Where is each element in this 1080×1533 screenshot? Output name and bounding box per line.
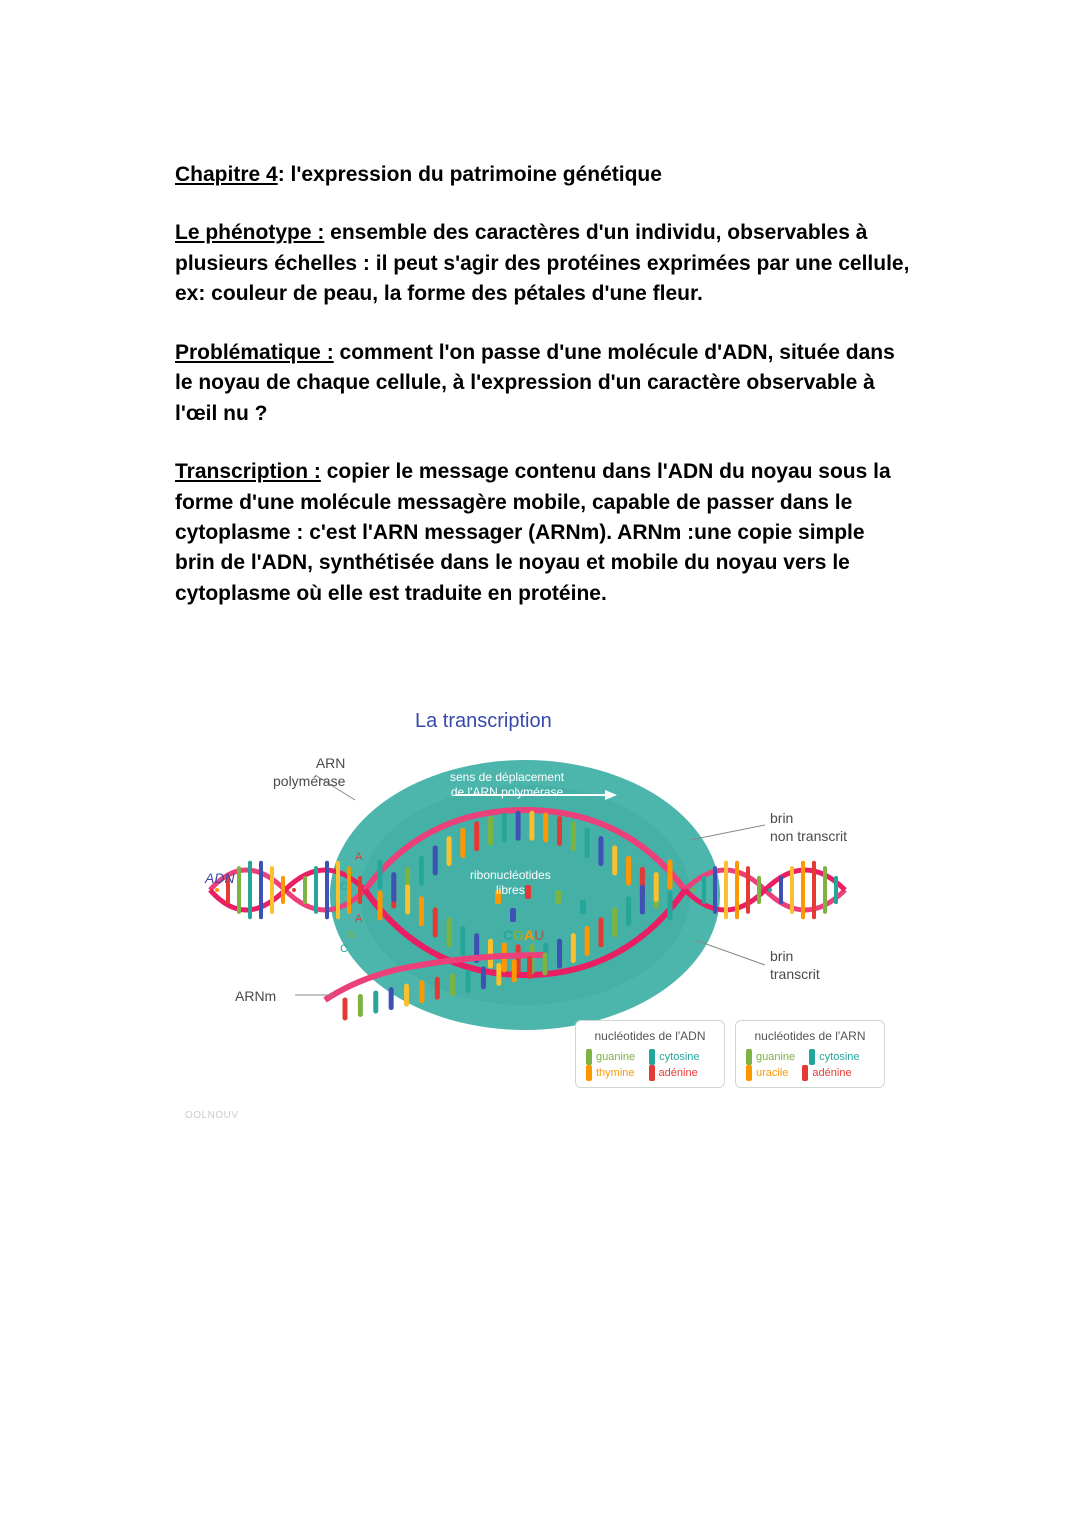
color-swatch: [809, 1049, 815, 1065]
legend-arn: nucléotides de l'ARN guanine cytosine urac…: [735, 1020, 885, 1088]
legend-arn-title: nucléotides de l'ARN: [746, 1029, 874, 1043]
base-letter: T: [345, 896, 352, 908]
problematique-label: Problématique :: [175, 341, 334, 364]
diagram-title: La transcription: [415, 710, 552, 733]
legend-item: adénine: [802, 1065, 851, 1081]
chapter-title: Chapitre 4: l'expression du patrimoine g…: [175, 160, 910, 190]
title-rest: : l'expression du patrimoine génétique: [278, 163, 662, 186]
base-letter: G: [347, 929, 356, 941]
label-brin-transcrit: brin transcrit: [770, 948, 820, 983]
label-sens-deplacement: sens de déplacement de l'ARN polymérase: [450, 770, 564, 800]
legend-label: adénine: [659, 1067, 698, 1079]
base-letter: C: [340, 943, 348, 955]
base-letter: A: [355, 851, 363, 863]
base-letter: C: [340, 881, 348, 893]
transcription-diagram: La transcription: [205, 710, 875, 1150]
legend-item: cytosine: [809, 1049, 859, 1065]
legend-label: guanine: [596, 1051, 635, 1063]
paragraph-problematique: Problématique : comment l'on passe d'une…: [175, 338, 910, 429]
paragraph-transcription: Transcription : copier le message conten…: [175, 457, 910, 609]
legend-label: thymine: [596, 1067, 635, 1079]
transcription-label: Transcription :: [175, 460, 321, 483]
legend-item: guanine: [746, 1049, 795, 1065]
legend-item: cytosine: [649, 1049, 699, 1065]
cgau-text: CGAU: [503, 927, 544, 943]
legend-item: guanine: [586, 1049, 635, 1065]
color-swatch: [746, 1065, 752, 1081]
watermark: OOLNOUV: [185, 1110, 239, 1121]
legend-item: uracile: [746, 1065, 788, 1081]
leader-brin-nt: [690, 825, 765, 840]
color-swatch: [802, 1065, 808, 1081]
base-letter: G: [345, 866, 354, 878]
legend-adn-title: nucléotides de l'ADN: [586, 1029, 714, 1043]
label-arn-polymerase: ARN polymérase: [273, 755, 345, 790]
label-ribonucleotides: ribonucléotides libres: [470, 868, 551, 898]
color-swatch: [746, 1049, 752, 1065]
paragraph-phenotype: Le phénotype : ensemble des caractères d…: [175, 218, 910, 309]
label-arnm: ARNm: [235, 988, 276, 1006]
color-swatch: [586, 1049, 592, 1065]
color-swatch: [586, 1065, 592, 1081]
legend-label: uracile: [756, 1067, 788, 1079]
label-adn: ADN: [205, 870, 235, 888]
legend-adn: nucléotides de l'ADN guanine cytosine thym…: [575, 1020, 725, 1088]
legend-label: cytosine: [659, 1051, 699, 1063]
legend-item: thymine: [586, 1065, 635, 1081]
base-letter: A: [355, 913, 363, 925]
legend-label: adénine: [812, 1067, 851, 1079]
color-swatch: [649, 1065, 655, 1081]
color-swatch: [649, 1049, 655, 1065]
legend-label: cytosine: [819, 1051, 859, 1063]
leader-brin-t: [695, 940, 765, 965]
title-label: Chapitre 4: [175, 163, 278, 186]
phenotype-label: Le phénotype :: [175, 221, 324, 244]
legend-item: adénine: [649, 1065, 698, 1081]
label-brin-non-transcrit: brin non transcrit: [770, 810, 847, 845]
document-page: Chapitre 4: l'expression du patrimoine g…: [0, 0, 1080, 1533]
legend-label: guanine: [756, 1051, 795, 1063]
